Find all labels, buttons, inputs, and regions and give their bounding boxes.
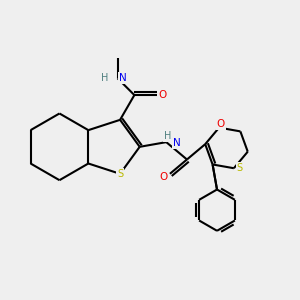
Text: H: H <box>101 73 109 83</box>
Text: O: O <box>159 172 168 182</box>
Text: N: N <box>173 138 181 148</box>
Text: N: N <box>119 73 127 83</box>
Text: O: O <box>159 90 167 100</box>
Text: H: H <box>164 131 172 141</box>
Text: O: O <box>217 119 225 129</box>
Text: S: S <box>117 169 123 179</box>
Text: S: S <box>236 163 243 173</box>
